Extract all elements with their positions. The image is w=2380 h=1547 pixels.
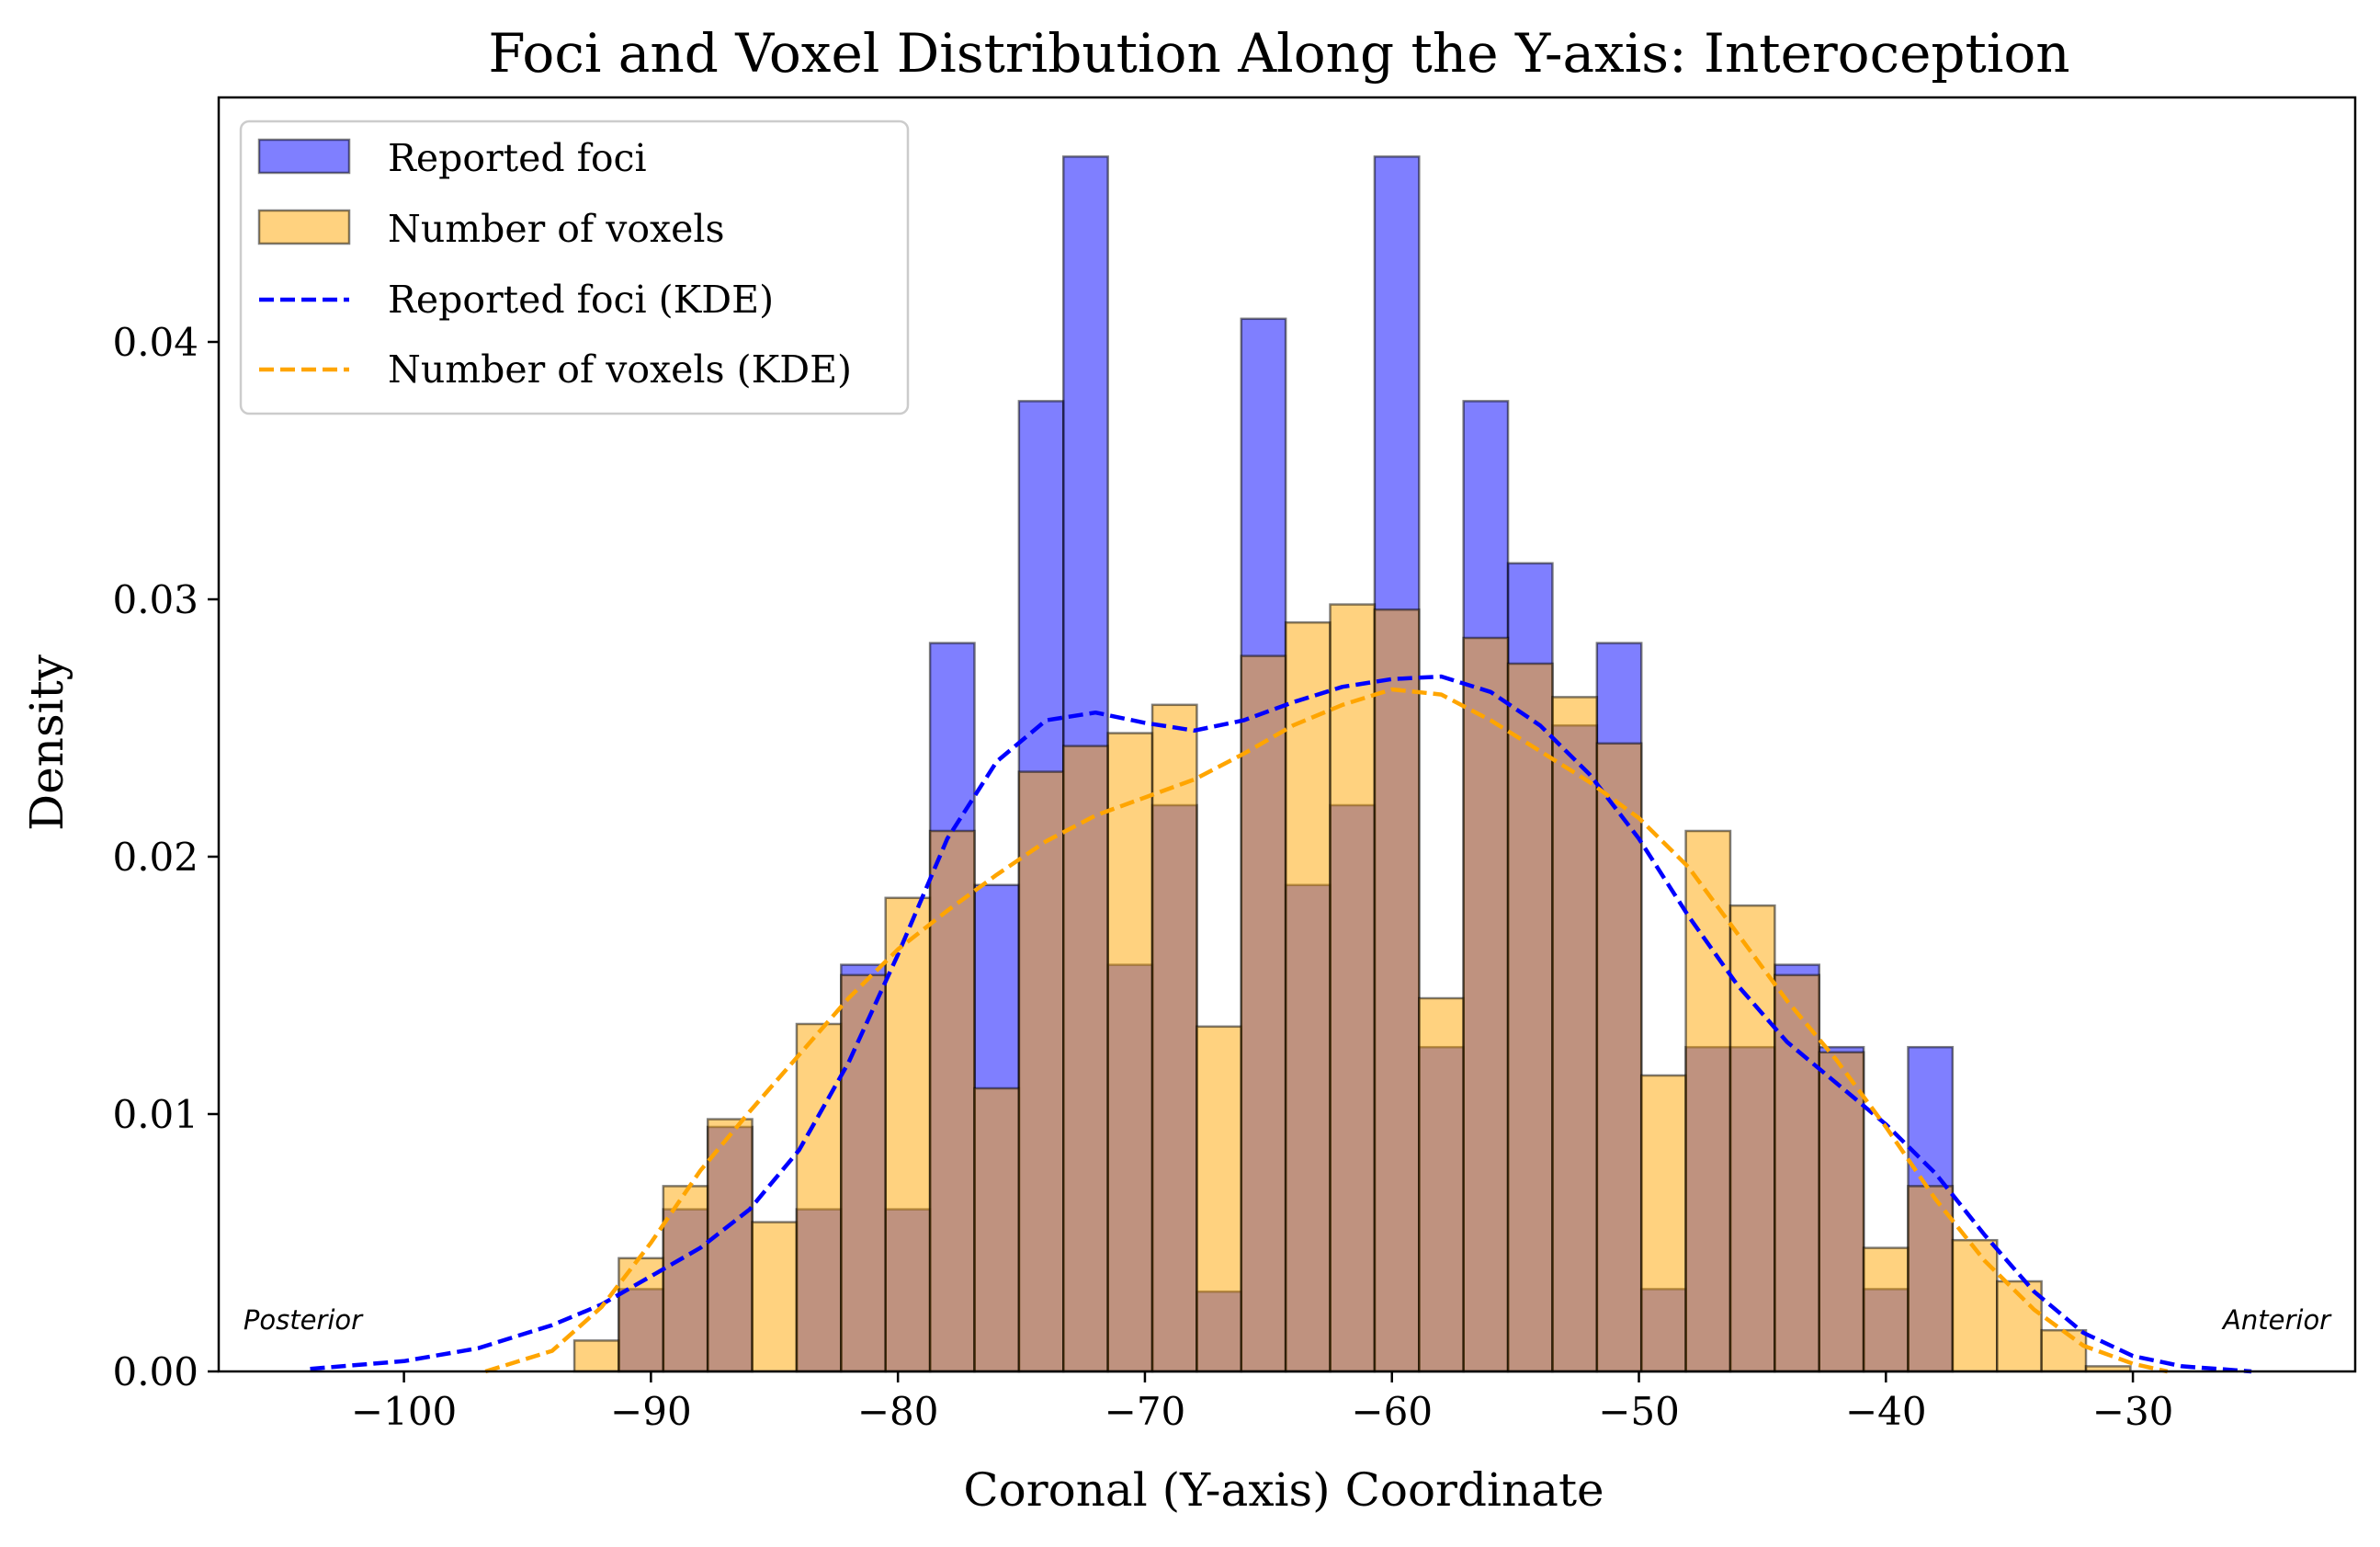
legend-label: Reported foci [388,136,647,180]
histogram-bar [1240,654,1287,1373]
x-tick-label: −30 [2092,1389,2174,1434]
histogram-bar [1818,1051,1865,1373]
legend-label: Number of voxels (KDE) [388,347,852,392]
histogram-bar [1907,1185,1955,1373]
y-tick-label: 0.02 [112,835,198,880]
kde-lines [310,674,2252,1374]
histogram-bar [1329,603,1377,1373]
histogram-bar [751,1221,799,1373]
x-axis-label: Coronal (Y-axis) Coordinate [963,1463,1604,1517]
histogram-bar [928,829,976,1373]
voxels-histogram [572,603,2132,1373]
histogram-bar [1196,1025,1243,1373]
x-tick-label: −100 [351,1389,457,1434]
y-tick-label: 0.01 [112,1092,198,1137]
x-tick-label: −90 [610,1389,692,1434]
legend-swatch [257,209,351,245]
x-tick-label: −60 [1351,1389,1433,1434]
x-tick-label: −70 [1105,1389,1186,1434]
histogram-bar [1373,608,1421,1373]
legend: Reported foci Number of voxels Reported fo… [239,119,910,415]
x-tick-label: −40 [1845,1389,1927,1434]
y-axis-label: Density [20,654,74,831]
histogram-bar [884,896,932,1373]
histogram-bar [1951,1238,1999,1373]
y-tick-label: 0.03 [112,577,198,622]
histogram-bar [1862,1246,1910,1373]
legend-swatch [257,138,351,175]
histogram-bar [1639,1074,1687,1373]
y-tick-label: 0.00 [112,1349,198,1394]
annotation-label: Posterior [244,1304,364,1336]
legend-box [239,119,910,415]
y-tick-label: 0.04 [112,320,198,365]
histogram-bar [1506,662,1554,1373]
histogram-bar [1418,996,1465,1373]
kde-line [484,687,2169,1374]
histogram-bar [662,1185,709,1373]
annotation-label: Anterior [2221,1304,2332,1336]
histogram-bar [706,1118,754,1373]
histogram-bar [1595,742,1643,1373]
axes: −100 −90 −80 −70 −60 −50 −40 −30 0.00 0.01 0.02 0.0… [112,96,2357,1434]
histogram-bar [1106,732,1154,1373]
histogram-bar [1017,770,1065,1373]
x-tick-label: −50 [1598,1389,1680,1434]
histogram-bar [973,1086,1021,1373]
histogram-bar [1728,904,1776,1373]
plot-frame [217,96,2357,1373]
legend-label: Number of voxels [388,207,725,251]
chart-title: Foci and Voxel Distribution Along the Y-… [488,22,2069,85]
annotations: Posterior Anterior [244,1304,2332,1336]
x-tick-label: −80 [857,1389,939,1434]
histogram-bar [572,1339,620,1373]
kde-line [310,674,2252,1374]
histogram-bar [1284,620,1332,1373]
legend-label: Reported foci (KDE) [388,278,774,322]
histogram-bar [1150,703,1198,1373]
histogram-bar [1061,745,1109,1373]
histogram-bar [2040,1328,2088,1373]
histogram-bar [1462,636,1510,1373]
histogram-bar [1551,696,1599,1373]
histogram-bar [795,1022,843,1373]
